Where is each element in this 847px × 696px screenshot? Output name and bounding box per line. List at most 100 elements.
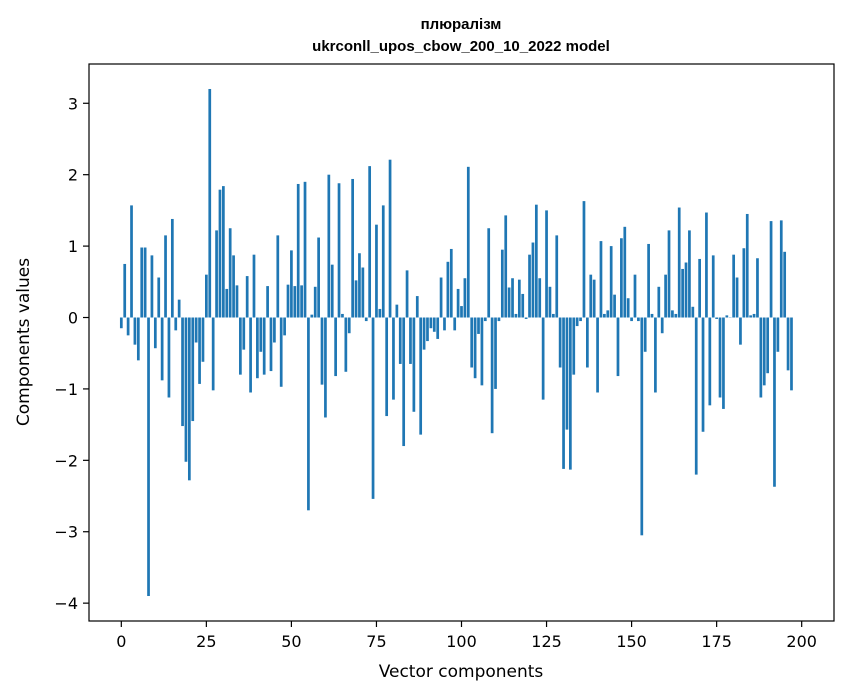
- bar-6: [140, 247, 144, 318]
- bar-94: [439, 277, 443, 318]
- bar-141: [599, 241, 603, 318]
- bar-92: [432, 317, 436, 332]
- bar-117: [517, 279, 521, 318]
- bar-108: [487, 228, 491, 318]
- y-axis-ticks: −4 −3 −2 −1 0 1 2 3: [54, 94, 89, 613]
- bar-53: [300, 285, 303, 318]
- bar-28: [215, 230, 218, 318]
- y-tick-label: −2: [54, 451, 78, 470]
- x-tick-label: 200: [786, 632, 817, 651]
- bar-137: [586, 317, 589, 368]
- bar-48: [283, 317, 286, 336]
- x-tick-label: 150: [616, 632, 647, 651]
- bar-71: [361, 267, 365, 318]
- bar-96: [446, 261, 450, 318]
- bar-4: [133, 317, 137, 345]
- bar-80: [392, 317, 395, 400]
- bar-26: [208, 88, 212, 318]
- bar-15: [170, 218, 174, 318]
- bar-7: [143, 247, 147, 318]
- bar-79: [388, 159, 392, 318]
- bar-172: [705, 212, 708, 318]
- bar-3: [130, 205, 133, 318]
- bar-160: [664, 274, 667, 318]
- bar-31: [225, 288, 229, 318]
- bar-91: [429, 317, 433, 329]
- bar-150: [630, 317, 633, 322]
- bar-143: [606, 310, 610, 318]
- bar-104: [473, 317, 477, 379]
- bar-158: [657, 286, 661, 318]
- plot-frame: [88, 63, 835, 622]
- bar-11: [157, 277, 161, 318]
- bar-170: [698, 258, 701, 318]
- bar-107: [483, 317, 487, 322]
- bar-30: [222, 186, 225, 318]
- bar-176: [718, 317, 722, 398]
- bar-145: [613, 294, 616, 318]
- bar-188: [759, 317, 763, 398]
- bar-111: [497, 317, 501, 322]
- bar-42: [262, 317, 266, 375]
- bar-59: [320, 317, 324, 385]
- y-tick-label: 2: [68, 166, 78, 185]
- bar-190: [766, 317, 770, 374]
- bar-38: [249, 317, 252, 393]
- bar-68: [351, 178, 354, 318]
- bar-12: [160, 317, 164, 381]
- bar-112: [500, 249, 504, 318]
- bar-19: [184, 317, 188, 462]
- chart-title: плюралізм: [421, 16, 502, 33]
- bar-116: [514, 313, 518, 318]
- bar-186: [752, 313, 756, 318]
- bar-129: [558, 317, 562, 368]
- bar-101: [463, 278, 467, 318]
- bar-57: [313, 286, 317, 318]
- bar-64: [337, 183, 341, 318]
- bar-154: [643, 317, 647, 352]
- bar-189: [762, 317, 766, 386]
- bar-62: [330, 264, 334, 318]
- bar-159: [660, 317, 664, 334]
- bar-41: [259, 317, 263, 352]
- bar-32: [228, 228, 232, 318]
- bar-88: [419, 317, 423, 435]
- bar-147: [620, 238, 623, 318]
- bar-182: [739, 317, 742, 345]
- bar-10: [153, 317, 157, 349]
- bar-61: [327, 174, 331, 318]
- bar-29: [218, 189, 222, 318]
- bar-9: [150, 255, 154, 318]
- bar-106: [480, 317, 484, 386]
- bar-54: [303, 181, 307, 318]
- bar-178: [725, 315, 729, 318]
- bar-99: [456, 288, 460, 318]
- bar-161: [667, 230, 671, 318]
- x-axis-ticks: 0 25 50 75 100 125 150 175 200: [116, 621, 817, 651]
- bar-98: [453, 317, 457, 331]
- bar-44: [269, 317, 273, 372]
- y-tick-label: −3: [54, 523, 78, 542]
- bar-23: [198, 317, 201, 384]
- bar-185: [749, 315, 753, 318]
- bar-69: [354, 280, 358, 318]
- bar-35: [239, 317, 242, 375]
- bar-124: [541, 317, 545, 400]
- bar-173: [708, 317, 712, 406]
- bar-152: [637, 317, 640, 322]
- bar-43: [266, 286, 269, 318]
- bar-17: [177, 299, 181, 318]
- bar-175: [715, 317, 718, 319]
- bar-169: [694, 317, 698, 475]
- bar-122: [534, 204, 538, 318]
- bar-192: [773, 317, 776, 487]
- bar-95: [443, 317, 446, 331]
- bar-51: [293, 286, 297, 318]
- bar-67: [347, 317, 351, 334]
- bar-136: [582, 201, 586, 318]
- bar-187: [756, 258, 759, 318]
- bar-89: [422, 317, 426, 350]
- bar-22: [194, 317, 198, 343]
- bar-52: [296, 183, 300, 318]
- y-tick-label: 3: [68, 94, 78, 113]
